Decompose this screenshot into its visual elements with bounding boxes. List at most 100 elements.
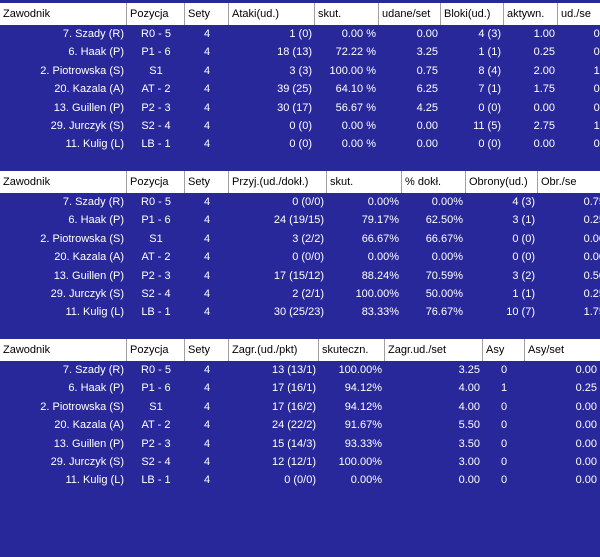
table-row[interactable]: 20. Kazala (A) AT - 2 4 39 (25) 64.10 % 6.25 7… [0,80,600,98]
table-cell: 7. Szady (R) [62,364,124,376]
table-row[interactable]: 7. Szady (R) R0 - 5 4 1 (0) 0.00 % 0.00 4 (3) 1… [0,25,600,43]
table-cell: 3 (1) [512,214,535,227]
table-cell: 0.25 [593,83,600,96]
table-cell: 4 [203,456,211,468]
table-cell: 0.00 [416,28,438,40]
table-row[interactable]: 13. Guillen (P) P2 - 3 4 15 (14/3) 93.33% 3.5… [0,435,600,453]
table-cell: 13. Guillen (P) [53,101,124,114]
table-row[interactable]: 29. Jurczyk (S) S2 - 4 4 2 (2/1) 100.00% 50.0… [0,285,600,303]
table-cell: 93.33% [344,437,382,450]
table-cell: 0.00 % [341,28,376,40]
table-cell: 3.50 [458,437,480,450]
table-cell: 1.00 [533,28,555,40]
table-cell: 7 (1) [478,83,501,96]
table-row[interactable]: 2. Piotrowska (S) S1 4 3 (3) 100.00 % 0.75 8 (… [0,62,600,80]
column-header[interactable]: Pozycja [127,339,185,361]
column-header[interactable]: Asy [483,339,525,361]
column-header[interactable]: skuteczn. [319,339,385,361]
table-cell: 0.00 [416,120,438,132]
table-cell: 83.33% [361,306,399,319]
table-cell: 24 (19/15) [273,214,324,227]
table-row[interactable]: 29. Jurczyk (S) S2 - 4 4 0 (0) 0.00 % 0.00 11 … [0,117,600,135]
table-cell: P1 - 6 [141,214,171,227]
table-row[interactable]: 11. Kulig (L) LB - 1 4 30 (25/23) 83.33% 76.6… [0,303,600,321]
table-row[interactable]: 7. Szady (R) R0 - 5 4 0 (0/0) 0.00% 0.00% 4 (3… [0,193,600,211]
table-cell: 11. Kulig (L) [65,474,125,487]
table-header: Zawodnik Pozycja Sety Przyj.(ud./dokł.) skut… [0,171,600,193]
column-header[interactable]: Zawodnik [0,171,127,193]
table-cell: 17 (16/2) [271,400,316,413]
table-cell: 4 [203,101,211,114]
column-header[interactable]: Asy/set [528,344,565,356]
table-row[interactable]: 2. Piotrowska (S) S1 4 3 (2/2) 66.67% 66.67% 0… [0,230,600,248]
column-header[interactable]: Zawodnik [0,3,127,25]
table-row[interactable]: 29. Jurczyk (S) S2 - 4 4 12 (12/1) 100.00% 3.… [0,453,600,471]
table-row[interactable]: 13. Guillen (P) P2 - 3 4 17 (15/12) 88.24% 70… [0,267,600,285]
table-cell: 20. Kazala (A) [54,251,124,264]
table-row[interactable]: 6. Haak (P) P1 - 6 4 18 (13) 72.22 % 3.25 1 (1… [0,43,600,61]
table-cell: 4 [203,83,211,96]
table-cell: 4 [203,214,211,227]
table-cell: 3.25 [458,364,480,376]
table-cell: 29. Jurczyk (S) [50,456,124,468]
table-cell: 0.00% [367,196,399,208]
column-header[interactable]: Bloki(ud.) [441,3,504,25]
table-cell: 50.00% [425,288,463,300]
table-cell: 13 (13/1) [271,364,316,376]
table-cell: P2 - 3 [141,101,171,114]
column-header[interactable]: ud./se [561,8,591,20]
table-row[interactable]: 20. Kazala (A) AT - 2 4 24 (22/2) 91.67% 5.50… [0,416,600,434]
column-header[interactable]: Obrony(ud.) [466,171,538,193]
column-header[interactable]: Pozycja [127,3,185,25]
table-cell: 0.50 [583,269,600,282]
table-cell: 4 [203,474,211,487]
table-cell: 62.50% [425,214,463,227]
table-row[interactable]: 7. Szady (R) R0 - 5 4 13 (13/1) 100.00% 3.25 0… [0,361,600,379]
column-header[interactable]: % dokł. [402,171,466,193]
table-cell: 4 [203,288,211,300]
table-cell: 0 [500,419,508,432]
column-header[interactable]: Zagr.(ud./pkt) [229,339,319,361]
table-cell: LB - 1 [141,138,171,151]
column-header[interactable]: skut. [315,3,379,25]
table-row[interactable]: 11. Kulig (L) LB - 1 4 0 (0) 0.00 % 0.00 0 (0)… [0,135,600,153]
table-cell: 79.17% [361,214,399,227]
table-row[interactable]: 13. Guillen (P) P2 - 3 4 30 (17) 56.67 % 4.25… [0,99,600,117]
table-row[interactable]: 2. Piotrowska (S) S1 4 17 (16/2) 94.12% 4.00 0… [0,398,600,416]
table-row[interactable]: 11. Kulig (L) LB - 1 4 0 (0/0) 0.00% 0.00 0 0.0… [0,471,600,489]
table-cell: 4 [203,46,211,59]
table-cell: LB - 1 [141,306,171,319]
column-header[interactable]: Obr./se [541,176,577,188]
column-header[interactable]: Pozycja [127,171,185,193]
table-cell: 4.00 [458,382,480,395]
table-cell: 20. Kazala (A) [54,83,124,96]
table-row[interactable]: 6. Haak (P) P1 - 6 4 17 (16/1) 94.12% 4.00 1 0.… [0,379,600,397]
table-cell: 15 (14/3) [271,437,316,450]
column-header[interactable]: Sety [185,339,229,361]
column-header[interactable]: Ataki(ud.) [229,3,315,25]
table-cell: 20. Kazala (A) [54,419,124,432]
column-header[interactable]: Sety [185,171,229,193]
table-cell: 0.00 [575,456,597,468]
column-header[interactable]: Przyj.(ud./dokł.) [229,171,327,193]
table-cell: 11 (5) [473,120,501,132]
column-header[interactable]: Zawodnik [0,339,127,361]
table-cell: 4 [203,64,211,77]
column-header[interactable]: aktywn. [504,3,558,25]
table-cell: 88.24% [361,269,399,282]
table-cell: 4 [203,251,211,264]
table-cell: 1 (1) [512,288,535,300]
table-cell: 39 (25) [277,83,312,96]
table-cell: 4 [203,28,211,40]
column-header[interactable]: skut. [327,171,402,193]
table-cell: 0 (0/0) [292,196,324,208]
table-cell: 0.00 % [341,120,376,132]
table-row[interactable]: 6. Haak (P) P1 - 6 4 24 (19/15) 79.17% 62.50%… [0,211,600,229]
column-header[interactable]: Zagr.ud./set [385,339,483,361]
table-cell: 2. Piotrowska (S) [40,64,124,77]
column-header[interactable]: Sety [185,3,229,25]
table-cell: 66.67% [425,232,463,245]
table-cell: 100.00 % [329,64,376,77]
column-header[interactable]: udane/set [379,3,441,25]
table-row[interactable]: 20. Kazala (A) AT - 2 4 0 (0/0) 0.00% 0.00% 0 … [0,248,600,266]
